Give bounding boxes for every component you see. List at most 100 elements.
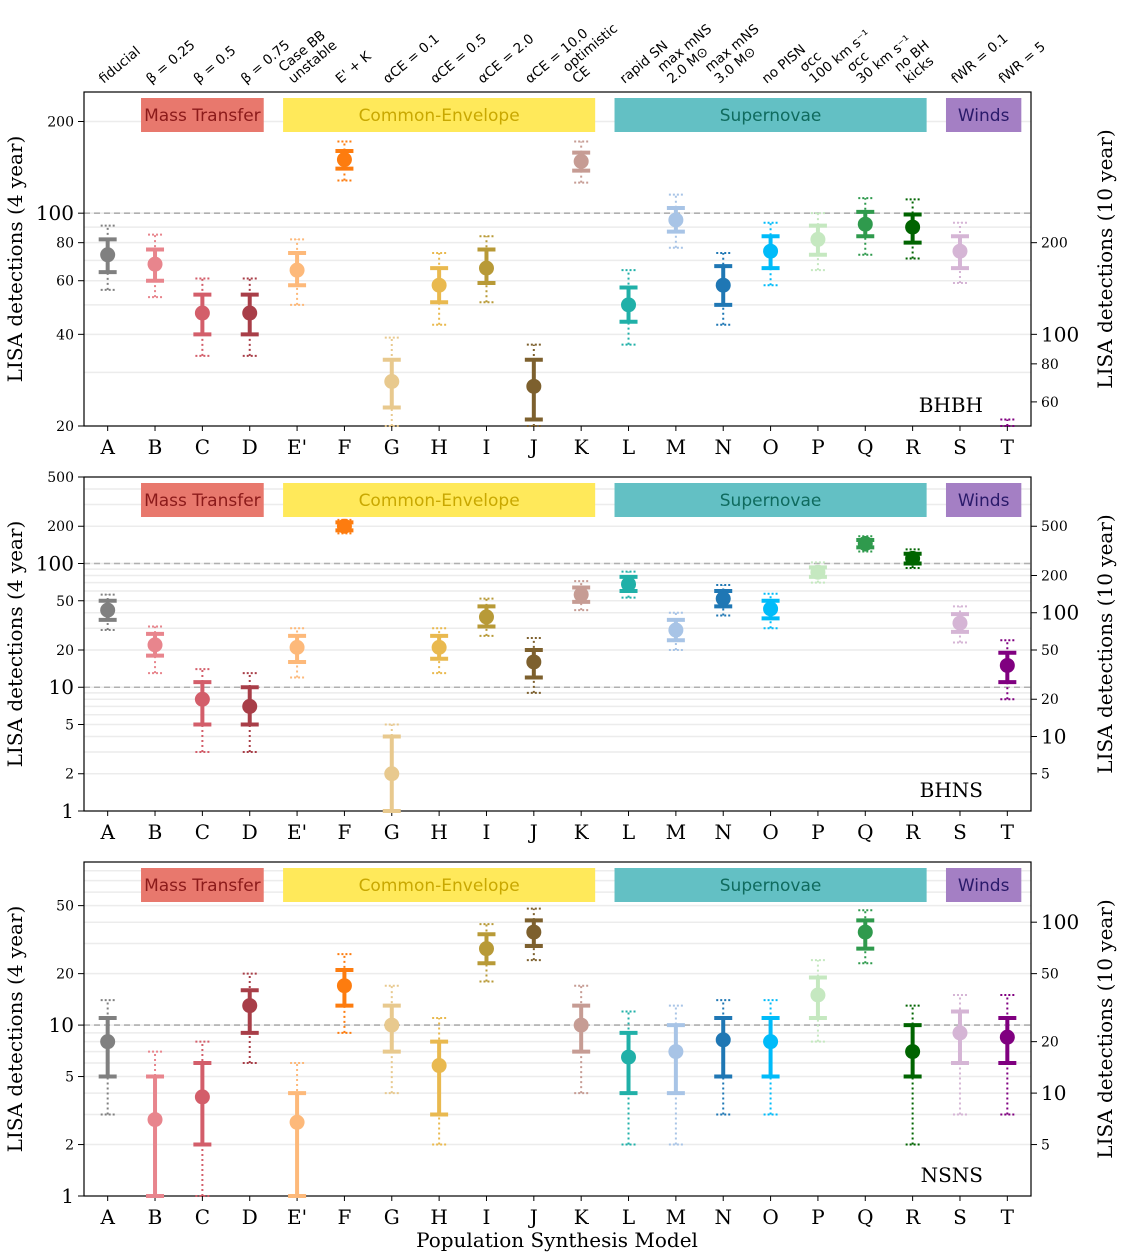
data-point — [857, 536, 873, 552]
x-tick-label: Q — [857, 435, 873, 459]
x-tick-label: N — [714, 1205, 732, 1229]
y-right-tick-label: 10 — [1041, 1081, 1066, 1105]
data-point — [621, 297, 637, 313]
top-model-label: β = 0.25 — [143, 37, 198, 87]
data-point — [242, 305, 258, 321]
x-tick-label: R — [905, 1205, 921, 1229]
x-tick-label: Q — [857, 820, 873, 844]
data-point — [952, 615, 968, 631]
data-point — [810, 987, 826, 1003]
x-tick-label: O — [762, 1205, 778, 1229]
group-band — [141, 98, 264, 132]
data-point — [194, 1089, 210, 1105]
data-point — [526, 378, 542, 394]
y-right-tick-label: 20 — [1041, 692, 1059, 708]
x-tick-label: C — [195, 1205, 210, 1229]
group-label: Winds — [958, 876, 1010, 896]
x-tick-label: I — [483, 1205, 491, 1229]
top-model-label-line: fiducial — [96, 43, 144, 87]
data-point — [952, 243, 968, 259]
x-tick-label: Q — [857, 1205, 873, 1229]
group-label: Mass Transfer — [144, 106, 261, 126]
y-tick-label: 2 — [65, 767, 74, 783]
x-tick-label: A — [99, 820, 115, 844]
data-point — [715, 591, 731, 607]
x-tick-label: J — [528, 1205, 538, 1229]
y-tick-label: 2 — [65, 1138, 74, 1154]
data-point — [336, 518, 352, 534]
data-point — [384, 374, 400, 390]
top-model-label-line: β = 0.25 — [143, 37, 198, 87]
y-tick-label: 60 — [56, 274, 74, 290]
group-label: Mass Transfer — [144, 876, 261, 896]
x-tick-label: D — [242, 820, 258, 844]
data-point — [952, 1025, 968, 1041]
data-point — [384, 766, 400, 782]
x-tick-label: O — [762, 820, 778, 844]
x-tick-label: T — [1001, 435, 1015, 459]
x-tick-label: F — [337, 820, 351, 844]
x-tick-label: P — [811, 435, 824, 459]
top-model-label: E' + K — [333, 48, 376, 87]
x-tick-label: H — [430, 1205, 447, 1229]
group-band — [283, 868, 596, 902]
top-model-label: Case BBunstable — [276, 26, 341, 87]
y-tick-label: 10 — [49, 675, 74, 699]
x-tick-label: F — [337, 435, 351, 459]
data-point — [431, 277, 447, 293]
y-right-tick-label: 200 — [1041, 236, 1068, 252]
plot-frame — [83, 861, 1032, 1197]
y-tick-label: 20 — [56, 643, 74, 659]
group-band — [614, 98, 927, 132]
y-right-tick-label: 100 — [1041, 322, 1079, 346]
data-point — [810, 231, 826, 247]
y-tick-label: 50 — [56, 594, 74, 610]
x-tick-label: B — [148, 820, 163, 844]
data-point — [857, 216, 873, 232]
data-point — [573, 153, 589, 169]
panel-label: NSNS — [921, 1163, 983, 1187]
x-tick-label: H — [430, 435, 447, 459]
group-label: Supernovae — [720, 106, 822, 126]
data-point — [573, 587, 589, 603]
y-tick-label: 40 — [56, 327, 74, 343]
data-point — [100, 602, 116, 618]
panels-layer: Mass Transfer Common-Envelope Supernovae Wi… — [3, 21, 1117, 1229]
y-axis-label: LISA detections (4 year) — [3, 521, 27, 768]
group-label: Common-Envelope — [359, 876, 520, 896]
x-tick-label: G — [384, 1205, 400, 1229]
x-tick-label: P — [811, 820, 824, 844]
y-tick-label: 1 — [61, 1184, 74, 1208]
x-tick-label: M — [666, 1205, 686, 1229]
data-point — [194, 305, 210, 321]
data-point — [147, 1112, 163, 1128]
panel-bhns: Mass Transfer Common-Envelope Supernovae Wi… — [3, 470, 1117, 844]
x-tick-label: S — [953, 1205, 967, 1229]
panel-label: BHBH — [919, 393, 983, 417]
y-axis-label-right: LISA detections (10 year) — [1093, 899, 1117, 1158]
group-label: Supernovae — [720, 876, 822, 896]
x-tick-label: H — [430, 820, 447, 844]
data-point — [147, 256, 163, 272]
data-point — [289, 262, 305, 278]
y-right-tick-label: 60 — [1041, 395, 1059, 411]
data-point — [478, 609, 494, 625]
x-tick-label: C — [195, 435, 210, 459]
data-point — [621, 576, 637, 592]
x-tick-label: P — [811, 1205, 824, 1229]
data-point — [242, 998, 258, 1014]
x-tick-label: T — [1001, 820, 1015, 844]
y-right-tick-label: 100 — [1041, 601, 1079, 625]
data-point — [384, 1017, 400, 1033]
x-tick-label: A — [99, 1205, 115, 1229]
group-band — [614, 483, 927, 517]
x-tick-label: R — [905, 435, 921, 459]
y-right-tick-label: 20 — [1041, 1035, 1059, 1051]
data-point — [100, 1034, 116, 1050]
x-tick-label: E' — [287, 435, 307, 459]
data-point — [668, 212, 684, 228]
y-tick-label: 500 — [47, 470, 74, 486]
data-point — [715, 1032, 731, 1048]
y-tick-label: 1 — [61, 799, 74, 823]
